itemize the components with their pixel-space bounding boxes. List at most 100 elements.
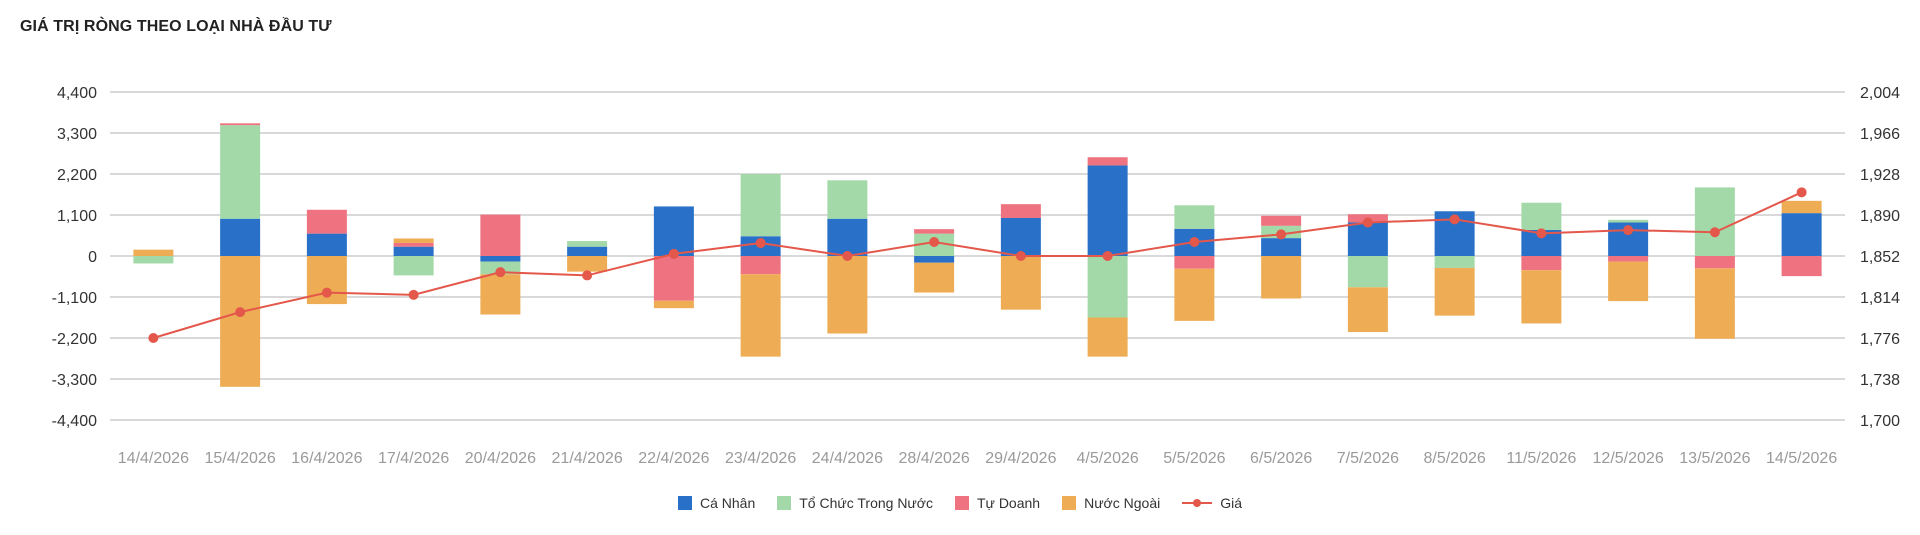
bar-segment[interactable] <box>653 300 694 309</box>
bar-segment[interactable] <box>220 125 261 219</box>
bar-segment[interactable] <box>1347 256 1388 288</box>
bar-segment[interactable] <box>480 256 521 262</box>
bar-segment[interactable] <box>1347 287 1388 333</box>
bar-segment[interactable] <box>133 256 174 264</box>
bar-segment[interactable] <box>567 246 608 256</box>
legend-item-gia[interactable]: Giá <box>1182 495 1242 511</box>
x-axis-tick-label: 6/5/2026 <box>1250 450 1312 467</box>
legend-label: Nước Ngoài <box>1084 495 1161 511</box>
bar-segment[interactable] <box>653 256 694 301</box>
x-axis-tick-label: 28/4/2026 <box>899 450 970 467</box>
bar-segment[interactable] <box>480 274 521 315</box>
bar-segment[interactable] <box>567 241 608 247</box>
left-axis-tick-label: 4,400 <box>57 85 97 102</box>
bar-segment[interactable] <box>1608 261 1649 302</box>
price-point[interactable] <box>582 270 593 281</box>
bar-segment[interactable] <box>1434 267 1475 316</box>
left-axis-tick-label: -2,200 <box>52 331 97 348</box>
bar-segment[interactable] <box>1087 165 1128 256</box>
price-point[interactable] <box>1623 225 1634 236</box>
price-point[interactable] <box>1709 227 1720 238</box>
bar-segment[interactable] <box>306 209 347 234</box>
price-point[interactable] <box>755 238 766 249</box>
bar-segment[interactable] <box>1694 256 1735 269</box>
bar-segment[interactable] <box>1000 217 1041 256</box>
bar-segment[interactable] <box>1694 268 1735 339</box>
bar-segment[interactable] <box>1087 317 1128 357</box>
bar-segment[interactable] <box>1261 215 1302 226</box>
price-point[interactable] <box>842 251 853 261</box>
bar-segment[interactable] <box>740 274 781 357</box>
price-point[interactable] <box>1015 251 1026 261</box>
bar-segment[interactable] <box>1261 238 1302 256</box>
bar-segment[interactable] <box>1434 256 1475 268</box>
price-point[interactable] <box>1449 214 1460 225</box>
price-point[interactable] <box>1189 236 1200 247</box>
bar-segment[interactable] <box>827 218 868 256</box>
bar-segment[interactable] <box>1174 268 1215 321</box>
bar-segment[interactable] <box>914 256 955 263</box>
price-point[interactable] <box>1796 187 1807 198</box>
bar-segment[interactable] <box>567 256 608 272</box>
left-axis-tick-label: -1,100 <box>52 290 97 307</box>
bar-segment[interactable] <box>480 214 521 256</box>
bar-segment[interactable] <box>1694 187 1735 256</box>
bar-segment[interactable] <box>393 256 434 276</box>
legend-item-to-chuc-trong-nuoc[interactable]: Tổ Chức Trong Nước <box>777 495 933 511</box>
legend-item-nuoc-ngoai[interactable]: Nước Ngoài <box>1062 495 1160 511</box>
legend-line-marker <box>1182 496 1213 510</box>
x-axis-tick-label: 21/4/2026 <box>552 450 623 467</box>
bar-segment[interactable] <box>1087 256 1128 318</box>
bar-segment[interactable] <box>740 174 781 237</box>
bar-segment[interactable] <box>133 249 174 256</box>
bar-segment[interactable] <box>740 256 781 275</box>
bar-segment[interactable] <box>1521 256 1562 271</box>
price-point[interactable] <box>1536 228 1547 239</box>
x-axis-tick-label: 16/4/2026 <box>291 450 362 467</box>
bar-segment[interactable] <box>827 256 868 334</box>
bar-segment[interactable] <box>914 229 955 234</box>
bar-segment[interactable] <box>1000 256 1041 310</box>
legend-item-tu-doanh[interactable]: Tự Doanh <box>955 495 1040 511</box>
bar-segment[interactable] <box>1608 256 1649 262</box>
left-axis-tick-label: 3,300 <box>57 126 97 143</box>
x-axis-tick-label: 17/4/2026 <box>378 450 449 467</box>
legend-label: Cá Nhân <box>699 495 756 511</box>
bar-segment[interactable] <box>1087 157 1128 166</box>
x-axis-tick-label: 29/4/2026 <box>985 450 1056 467</box>
bar-segment[interactable] <box>393 238 434 243</box>
bar-segment[interactable] <box>1174 205 1215 229</box>
bar-segment[interactable] <box>393 246 434 256</box>
price-point[interactable] <box>929 236 940 247</box>
price-point[interactable] <box>1102 251 1113 261</box>
bar-segment[interactable] <box>306 233 347 256</box>
legend-item-ca-nhan[interactable]: Cá Nhân <box>677 495 756 511</box>
bar-segment[interactable] <box>220 123 261 126</box>
bar-segment[interactable] <box>1000 204 1041 218</box>
price-point[interactable] <box>148 333 159 343</box>
price-point[interactable] <box>321 287 332 298</box>
price-point[interactable] <box>495 267 506 278</box>
bar-segment[interactable] <box>653 206 694 256</box>
bar-segment[interactable] <box>1261 256 1302 299</box>
bar-segment[interactable] <box>1781 213 1822 256</box>
bar-segment[interactable] <box>1347 222 1388 256</box>
bar-segment[interactable] <box>220 218 261 256</box>
bar-segment[interactable] <box>1781 256 1822 277</box>
bar-segment[interactable] <box>1781 200 1822 214</box>
bar-segment[interactable] <box>914 262 955 293</box>
bar-segment[interactable] <box>393 242 434 247</box>
bar-segment[interactable] <box>1174 256 1215 269</box>
price-point[interactable] <box>668 248 679 259</box>
bar-segment[interactable] <box>1608 219 1649 223</box>
right-axis-tick-label: 1,700 <box>1860 413 1900 430</box>
price-point[interactable] <box>1276 229 1287 240</box>
bar-segment[interactable] <box>220 256 261 387</box>
legend-swatch <box>677 496 692 510</box>
price-point[interactable] <box>1362 217 1373 228</box>
bar-segment[interactable] <box>1521 270 1562 324</box>
bar-segment[interactable] <box>1521 202 1562 230</box>
price-point[interactable] <box>408 289 419 300</box>
price-point[interactable] <box>235 307 246 318</box>
bar-segment[interactable] <box>827 180 868 219</box>
